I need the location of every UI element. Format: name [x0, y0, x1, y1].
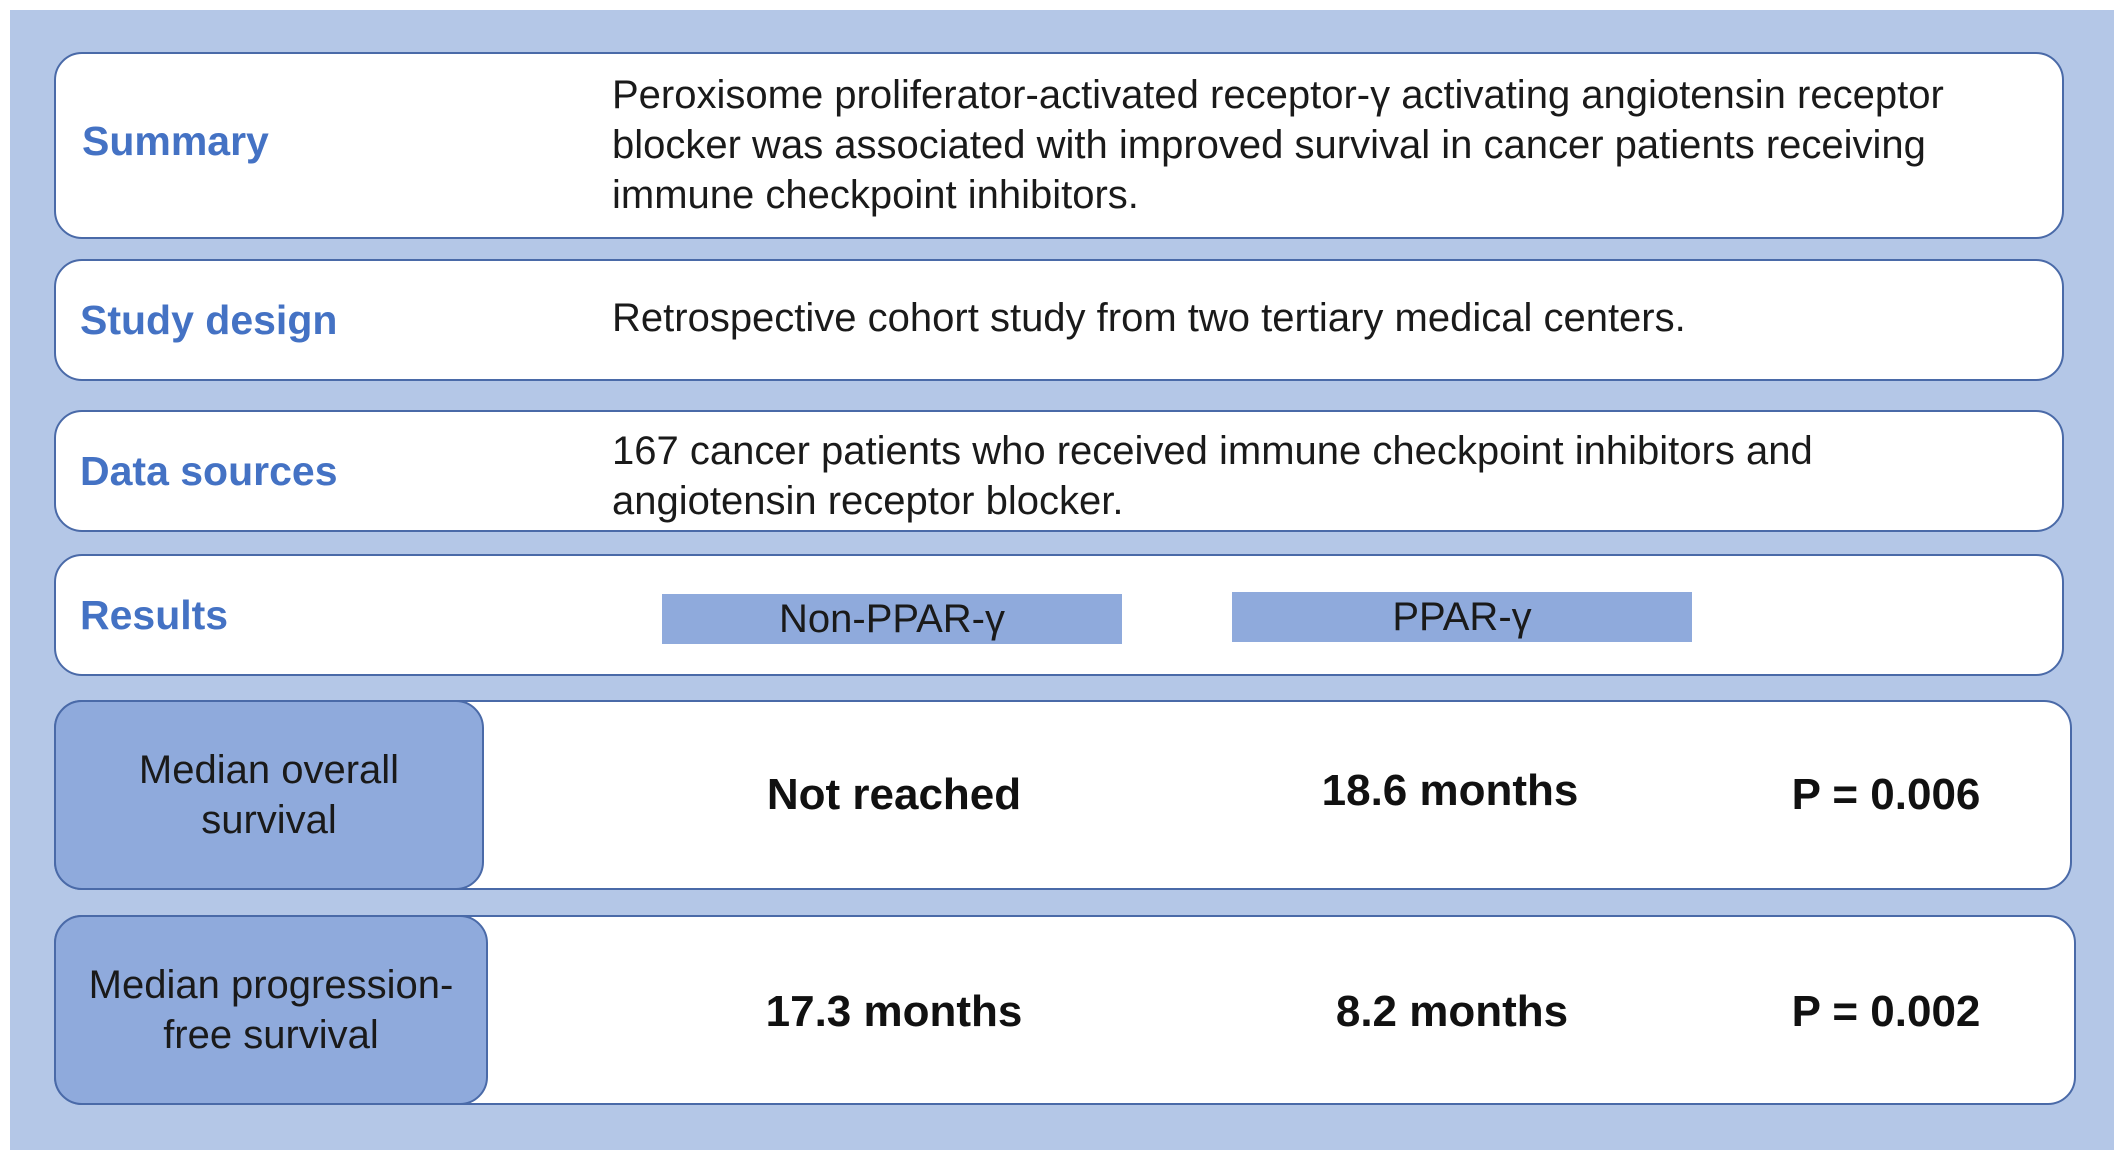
value-non-ppar-overall: Not reached: [766, 770, 1022, 819]
study-design-row: Study design Retrospective cohort study …: [54, 259, 2064, 381]
data-sources-row: Data sources 167 cancer patients who rec…: [54, 410, 2064, 532]
results-header-row: Results Non-PPAR-γ PPAR-γ: [54, 554, 2064, 676]
data-sources-text: 167 cancer patients who received immune …: [612, 429, 1813, 523]
metric-label-progression-free-survival: Median progression-free survival: [54, 915, 488, 1105]
metric-text-overall-survival: Median overall survival: [138, 748, 400, 842]
value-non-ppar-progression-free: 17.3 months: [765, 987, 1023, 1036]
metric-text-progression-free-survival: Median progression-free survival: [88, 963, 454, 1057]
study-design-label: Study design: [80, 297, 338, 343]
results-label: Results: [80, 592, 229, 638]
result-row-overall-survival: Median overall survival Not reached 18.6…: [54, 700, 2072, 890]
group-tag-ppar: PPAR-γ: [1232, 592, 1692, 642]
value-ppar-overall: 18.6 months: [1321, 766, 1579, 815]
summary-label: Summary: [82, 118, 269, 164]
metric-label-overall-survival: Median overall survival: [54, 700, 484, 890]
summary-text: Peroxisome proliferator-activated recept…: [612, 73, 1944, 217]
data-sources-label: Data sources: [80, 448, 338, 494]
summary-row: Summary Peroxisome proliferator-activate…: [54, 52, 2064, 239]
study-design-text: Retrospective cohort study from two tert…: [612, 296, 1686, 340]
group-tag-non-ppar: Non-PPAR-γ: [662, 594, 1122, 644]
value-ppar-progression-free: 8.2 months: [1335, 987, 1569, 1036]
result-row-progression-free-survival: Median progression-free survival 17.3 mo…: [54, 915, 2076, 1105]
p-value-progression-free: P = 0.002: [1791, 987, 1981, 1036]
p-value-overall: P = 0.006: [1791, 770, 1981, 819]
